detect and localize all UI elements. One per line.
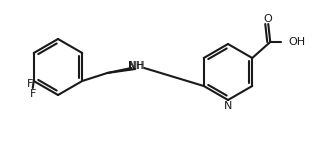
Text: O: O <box>264 14 273 24</box>
Text: N: N <box>224 101 232 111</box>
Text: F: F <box>30 89 36 99</box>
Text: NH: NH <box>129 61 144 71</box>
Text: F: F <box>27 79 33 89</box>
Text: NH: NH <box>130 61 145 71</box>
Text: OH: OH <box>288 37 305 47</box>
